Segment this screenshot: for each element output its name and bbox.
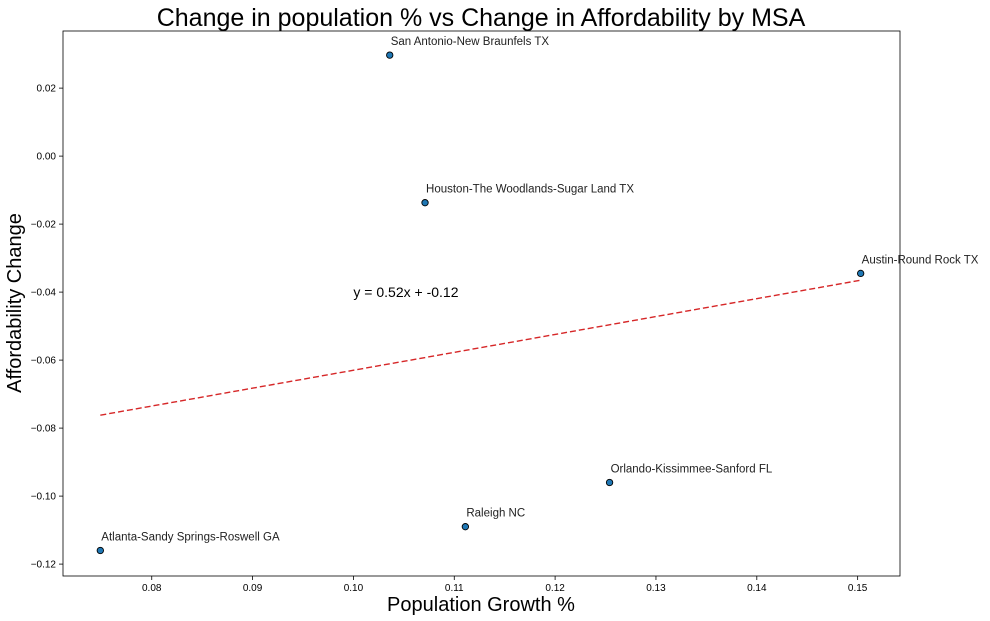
- x-tick-label: 0.11: [445, 583, 464, 594]
- x-tick-label: 0.14: [747, 583, 767, 594]
- data-point-label: Atlanta-Sandy Springs-Roswell GA: [101, 532, 280, 544]
- y-tick-label: −0.06: [31, 356, 57, 367]
- plot-area: 0.08 0.09 0.10 0.11 0.12 0.13 0.14 0.15 0.02 0.00…: [31, 30, 979, 594]
- chart-title: Change in population % vs Change in Affo…: [157, 4, 806, 32]
- data-point-label: Houston-The Woodlands-Sugar Land TX: [426, 184, 634, 196]
- data-point-label: Orlando-Kissimmee-Sanford FL: [611, 464, 773, 476]
- x-axis-label: Population Growth %: [387, 594, 575, 616]
- y-tick-label: −0.02: [31, 220, 57, 231]
- x-tick-label: 0.09: [243, 583, 263, 594]
- x-tick-label: 0.15: [848, 583, 868, 594]
- y-tick-label: −0.10: [31, 492, 57, 503]
- data-point: [386, 51, 394, 59]
- data-point: [96, 546, 104, 555]
- data-point-label: Austin-Round Rock TX: [862, 254, 979, 266]
- x-tick-label: 0.13: [646, 583, 666, 594]
- y-tick-label: −0.08: [31, 424, 57, 435]
- regression-line: [100, 279, 861, 416]
- plot-frame: [62, 30, 901, 577]
- data-point: [461, 523, 470, 531]
- regression-equation: y = 0.52x + -0.12: [353, 284, 458, 300]
- data-point-label: San Antonio-New Braunfels TX: [391, 36, 550, 48]
- y-axis-label: Affordability Change: [4, 213, 26, 393]
- y-tick-label: 0.00: [37, 152, 57, 163]
- y-tick-label: −0.04: [31, 288, 57, 299]
- data-point: [421, 199, 429, 207]
- x-tick-label: 0.10: [344, 583, 364, 594]
- data-point: [605, 478, 614, 487]
- y-tick-label: −0.12: [31, 560, 57, 571]
- y-tick-label: 0.02: [37, 84, 57, 95]
- data-point-label: Raleigh NC: [466, 508, 525, 520]
- x-tick-label: 0.08: [142, 583, 162, 594]
- x-tick-label: 0.12: [545, 583, 565, 594]
- data-point: [857, 269, 865, 278]
